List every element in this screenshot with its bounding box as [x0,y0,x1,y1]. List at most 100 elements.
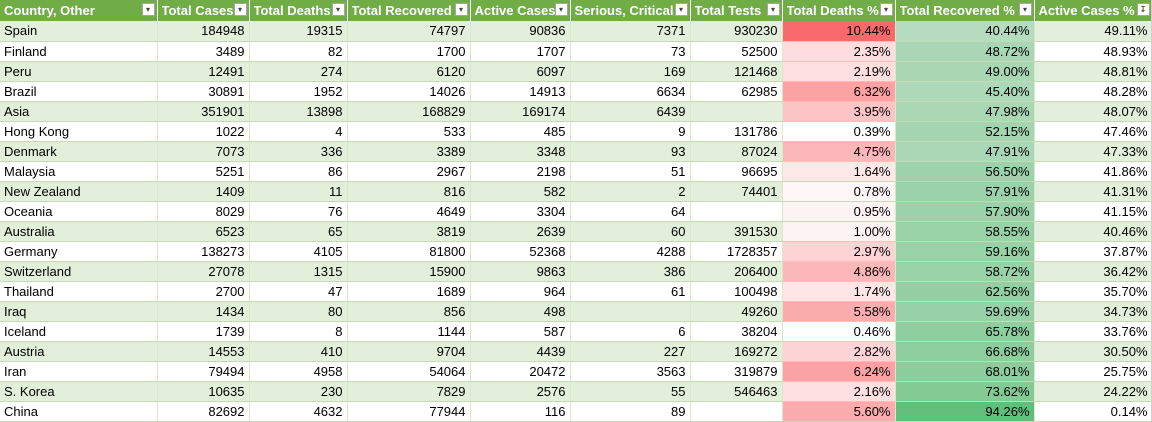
cell-active-cases[interactable]: 3348 [470,141,571,162]
cell-active-cases[interactable]: 48.07% [1034,101,1152,122]
cell-total-deaths[interactable]: 0.46% [782,321,896,342]
cell-total-deaths[interactable]: 4.75% [782,141,896,162]
cell-total-recovered[interactable]: 49.00% [895,61,1035,82]
cell-total-deaths[interactable]: 65 [249,221,348,242]
cell-total-cases[interactable]: 138273 [157,241,250,262]
cell-total-deaths[interactable]: 410 [249,341,348,362]
cell-active-cases[interactable]: 6097 [470,61,571,82]
cell-total-deaths[interactable]: 82 [249,41,348,62]
cell-active-cases[interactable]: 40.46% [1034,221,1152,242]
cell-country-other[interactable]: Iraq [0,301,158,322]
cell-country-other[interactable]: New Zealand [0,181,158,202]
cell-total-deaths[interactable]: 13898 [249,101,348,122]
cell-total-recovered[interactable]: 52.15% [895,121,1035,142]
cell-country-other[interactable]: Oceania [0,201,158,222]
cell-total-recovered[interactable]: 3819 [347,221,471,242]
table-row[interactable]: Germany 138273 4105 81800 52368 4288 1728357 2.… [0,241,1152,262]
cell-total-recovered[interactable]: 68.01% [895,361,1035,382]
cell-total-deaths[interactable]: 10.44% [782,21,896,42]
cell-total-tests[interactable]: 169272 [690,341,783,362]
cell-total-deaths[interactable]: 4958 [249,361,348,382]
cell-total-deaths[interactable]: 3.95% [782,101,896,122]
cell-total-recovered[interactable]: 58.72% [895,261,1035,282]
table-row[interactable]: Iran 79494 4958 54064 20472 3563 319879 6.24% 68… [0,361,1152,382]
cell-country-other[interactable]: Spain [0,21,158,42]
cell-total-deaths[interactable]: 0.78% [782,181,896,202]
cell-total-cases[interactable]: 1409 [157,181,250,202]
cell-total-tests[interactable]: 96695 [690,161,783,182]
cell-total-deaths[interactable]: 4632 [249,401,348,422]
cell-active-cases[interactable]: 41.86% [1034,161,1152,182]
cell-active-cases[interactable]: 169174 [470,101,571,122]
column-header-total-deaths[interactable]: Total Deaths ▾ [249,0,348,21]
table-row[interactable]: Austria 14553 410 9704 4439 227 169272 2.82% 66.… [0,341,1152,362]
cell-total-deaths[interactable]: 1315 [249,261,348,282]
filter-dropdown-button[interactable]: ▾ [454,3,468,16]
cell-active-cases[interactable]: 48.81% [1034,61,1152,82]
cell-total-recovered[interactable]: 66.68% [895,341,1035,362]
cell-serious-critical[interactable]: 55 [570,381,691,402]
cell-serious-critical[interactable]: 6634 [570,81,691,102]
cell-total-deaths[interactable]: 2.97% [782,241,896,262]
cell-total-recovered[interactable]: 77944 [347,401,471,422]
cell-total-cases[interactable]: 184948 [157,21,250,42]
cell-serious-critical[interactable]: 64 [570,201,691,222]
cell-total-deaths[interactable]: 2.35% [782,41,896,62]
column-header-active-cases[interactable]: Active Cases % ↧ [1034,0,1152,21]
cell-total-tests[interactable]: 121468 [690,61,783,82]
cell-total-recovered[interactable]: 57.90% [895,201,1035,222]
cell-total-deaths[interactable]: 2.19% [782,61,896,82]
cell-total-tests[interactable]: 62985 [690,81,783,102]
table-row[interactable]: Malaysia 5251 86 2967 2198 51 96695 1.64% 56.50%… [0,161,1152,182]
cell-total-recovered[interactable]: 40.44% [895,21,1035,42]
cell-total-deaths[interactable]: 19315 [249,21,348,42]
cell-total-cases[interactable]: 1434 [157,301,250,322]
column-header-total-recovered[interactable]: Total Recovered % ▾ [895,0,1035,21]
cell-total-recovered[interactable]: 58.55% [895,221,1035,242]
cell-total-cases[interactable]: 7073 [157,141,250,162]
cell-total-deaths[interactable]: 0.95% [782,201,896,222]
filter-sort-descending-button[interactable]: ↧ [1136,3,1150,16]
cell-active-cases[interactable]: 47.46% [1034,121,1152,142]
cell-total-recovered[interactable]: 65.78% [895,321,1035,342]
filter-dropdown-button[interactable]: ▾ [141,3,155,16]
cell-active-cases[interactable]: 2198 [470,161,571,182]
cell-total-tests[interactable]: 100498 [690,281,783,302]
cell-serious-critical[interactable]: 227 [570,341,691,362]
cell-active-cases[interactable]: 4439 [470,341,571,362]
cell-active-cases[interactable]: 3304 [470,201,571,222]
filter-dropdown-button[interactable]: ▾ [1018,3,1032,16]
cell-active-cases[interactable]: 1707 [470,41,571,62]
cell-country-other[interactable]: Denmark [0,141,158,162]
cell-country-other[interactable]: Germany [0,241,158,262]
cell-active-cases[interactable]: 498 [470,301,571,322]
cell-total-deaths[interactable]: 11 [249,181,348,202]
cell-total-recovered[interactable]: 56.50% [895,161,1035,182]
cell-country-other[interactable]: Iceland [0,321,158,342]
cell-active-cases[interactable]: 0.14% [1034,401,1152,422]
cell-total-cases[interactable]: 2700 [157,281,250,302]
cell-total-recovered[interactable]: 48.72% [895,41,1035,62]
cell-total-deaths[interactable]: 0.39% [782,121,896,142]
cell-active-cases[interactable]: 964 [470,281,571,302]
cell-total-cases[interactable]: 5251 [157,161,250,182]
cell-total-deaths[interactable]: 1952 [249,81,348,102]
table-row[interactable]: Thailand 2700 47 1689 964 61 100498 1.74% 62.56%… [0,281,1152,302]
cell-country-other[interactable]: Finland [0,41,158,62]
cell-active-cases[interactable]: 587 [470,321,571,342]
cell-serious-critical[interactable]: 3563 [570,361,691,382]
cell-total-deaths[interactable]: 1.00% [782,221,896,242]
cell-total-deaths[interactable]: 5.60% [782,401,896,422]
cell-serious-critical[interactable]: 61 [570,281,691,302]
table-row[interactable]: Finland 3489 82 1700 1707 73 52500 2.35% 48.72% 4… [0,41,1152,62]
column-header-total-tests[interactable]: Total Tests ▾ [690,0,783,21]
cell-total-tests[interactable]: 74401 [690,181,783,202]
cell-total-cases[interactable]: 3489 [157,41,250,62]
cell-active-cases[interactable]: 35.70% [1034,281,1152,302]
cell-total-tests[interactable] [690,101,783,122]
cell-total-tests[interactable]: 546463 [690,381,783,402]
cell-total-recovered[interactable]: 4649 [347,201,471,222]
cell-total-cases[interactable]: 79494 [157,361,250,382]
cell-total-tests[interactable]: 1728357 [690,241,783,262]
cell-total-tests[interactable]: 52500 [690,41,783,62]
